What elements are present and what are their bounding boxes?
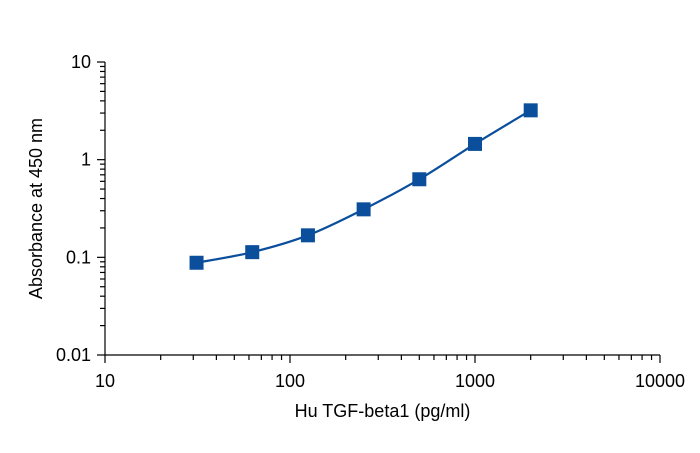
y-tick-label: 0.01 <box>56 345 91 365</box>
data-point-marker <box>412 172 427 187</box>
data-point-marker <box>468 136 482 151</box>
series-curve <box>196 109 532 264</box>
x-tick-label: 100 <box>275 371 305 391</box>
y-axis-title: Absorbance at 450 nm <box>26 118 46 299</box>
axes <box>104 62 660 356</box>
y-axis-ticks <box>97 61 105 356</box>
x-axis-ticks <box>104 355 661 363</box>
x-tick-label: 10000 <box>635 371 685 391</box>
x-axis-title: Hu TGF-beta1 (pg/ml) <box>295 401 471 421</box>
x-tick-label: 1000 <box>455 371 495 391</box>
data-point-marker <box>189 255 204 270</box>
data-markers <box>189 103 538 270</box>
y-axis-tick-labels: 0.01 0.1 1 10 <box>56 52 91 365</box>
y-tick-label: 1 <box>81 150 91 170</box>
data-point-marker <box>300 228 315 243</box>
y-tick-label: 0.1 <box>66 247 91 267</box>
x-axis-tick-labels: 10 100 1000 10000 <box>95 371 685 391</box>
data-point-marker <box>356 202 371 217</box>
data-point-marker <box>523 103 538 118</box>
x-tick-label: 10 <box>95 371 115 391</box>
y-tick-label: 10 <box>71 52 91 72</box>
data-point-marker <box>245 245 260 260</box>
